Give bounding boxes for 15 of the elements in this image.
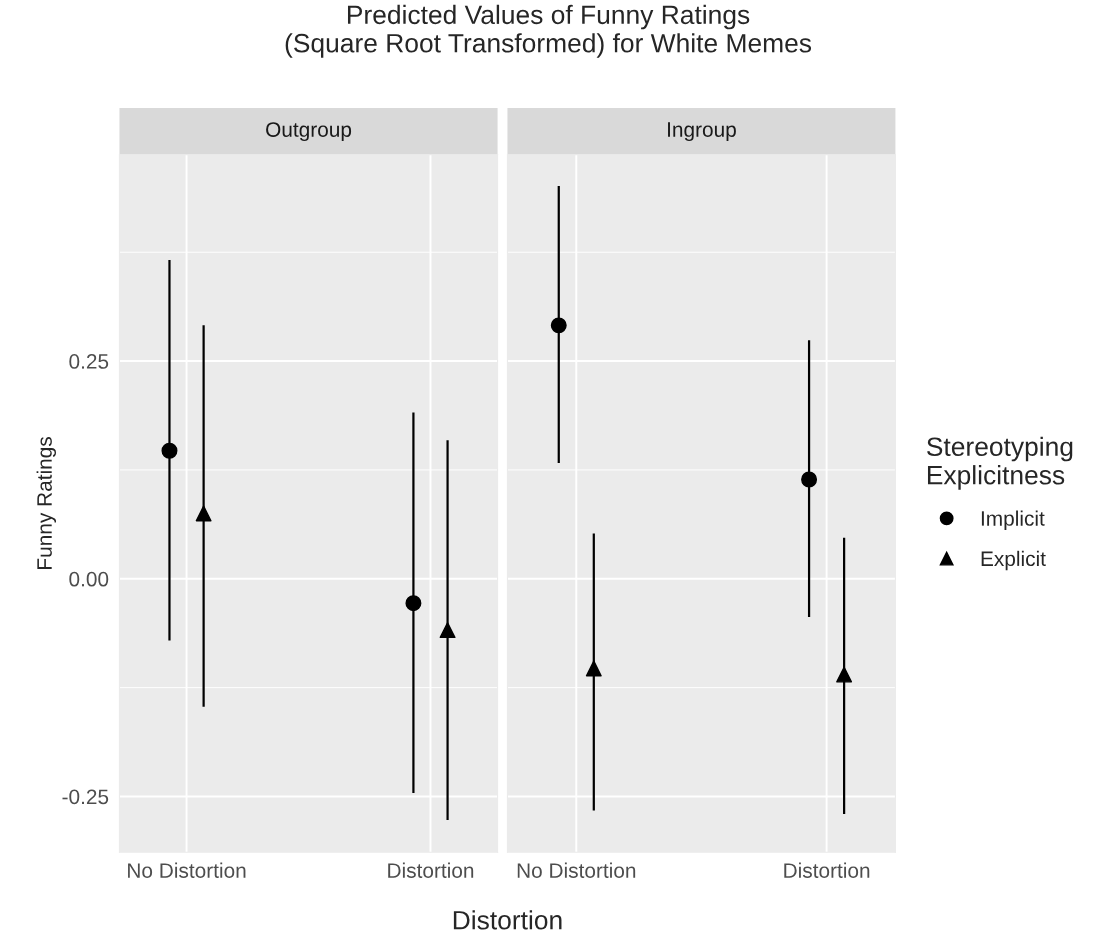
chart-subtitle: Ingroup <box>668 122 736 142</box>
legend-label: Explicit <box>981 550 1046 571</box>
legend-title: Stereotyping Explicitness <box>927 436 1073 490</box>
y-axis-title: Funny Ratings <box>36 437 57 569</box>
y-tick-label: -0.25 <box>62 789 109 805</box>
chart-title: Predicted Values of Funny Ratings (Square Root Transformed) for White Memes <box>285 4 812 58</box>
chart-subtitle: Outgroup <box>266 122 352 142</box>
legend-label: Implicit <box>981 510 1045 530</box>
x-tick-label: No Distortion <box>128 862 246 878</box>
x-tick-label: Distortion <box>784 862 870 878</box>
x-tick-label: Distortion <box>388 862 474 878</box>
y-tick-label: 0.00 <box>69 571 109 587</box>
y-tick-label: 0.25 <box>69 354 109 369</box>
x-tick-label: No Distortion <box>517 862 636 878</box>
x-axis-title: Distortion <box>453 910 562 930</box>
